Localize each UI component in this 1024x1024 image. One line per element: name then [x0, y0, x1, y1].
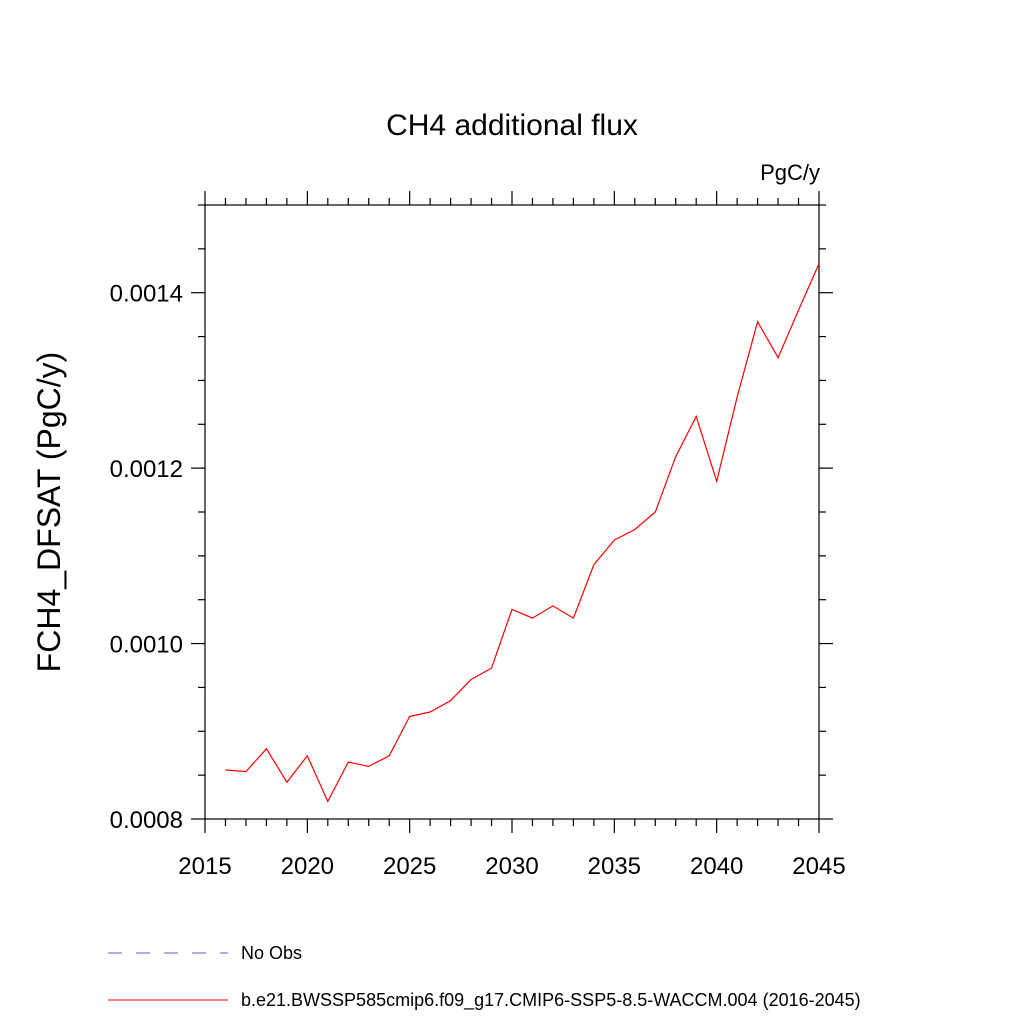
- units-label: PgC/y: [760, 160, 820, 185]
- x-tick-label: 2045: [792, 853, 845, 880]
- x-tick-label: 2035: [588, 853, 641, 880]
- tick-labels: 2015 2020 2025 2030 2035 2040 2045 0.0008 0.0010…: [110, 281, 846, 880]
- x-tick-label: 2030: [485, 853, 538, 880]
- series-group: [225, 263, 820, 803]
- x-tick-label: 2015: [178, 853, 231, 880]
- x-tick-label: 2040: [690, 853, 743, 880]
- plot-frame: [204, 204, 820, 820]
- x-tick-label: 2020: [281, 853, 334, 880]
- y-axis-label: FCH4_DFSAT (PgC/y): [31, 352, 67, 673]
- y-tick-label: 0.0014: [110, 281, 183, 308]
- axis-ticks: [191, 191, 833, 833]
- series-line: [225, 263, 820, 803]
- x-tick-label: 2025: [383, 853, 436, 880]
- y-tick-label: 0.0010: [110, 632, 183, 659]
- chart-title: CH4 additional flux: [386, 109, 638, 142]
- y-tick-label: 0.0008: [110, 807, 183, 834]
- legend-label: b.e21.BWSSP585cmip6.f09_g17.CMIP6-SSP5-8…: [241, 990, 861, 1011]
- legend-label: No Obs: [241, 943, 302, 963]
- y-tick-label: 0.0012: [110, 456, 183, 483]
- legend: No Obs b.e21.BWSSP585cmip6.f09_g17.CMIP6-…: [108, 943, 861, 1011]
